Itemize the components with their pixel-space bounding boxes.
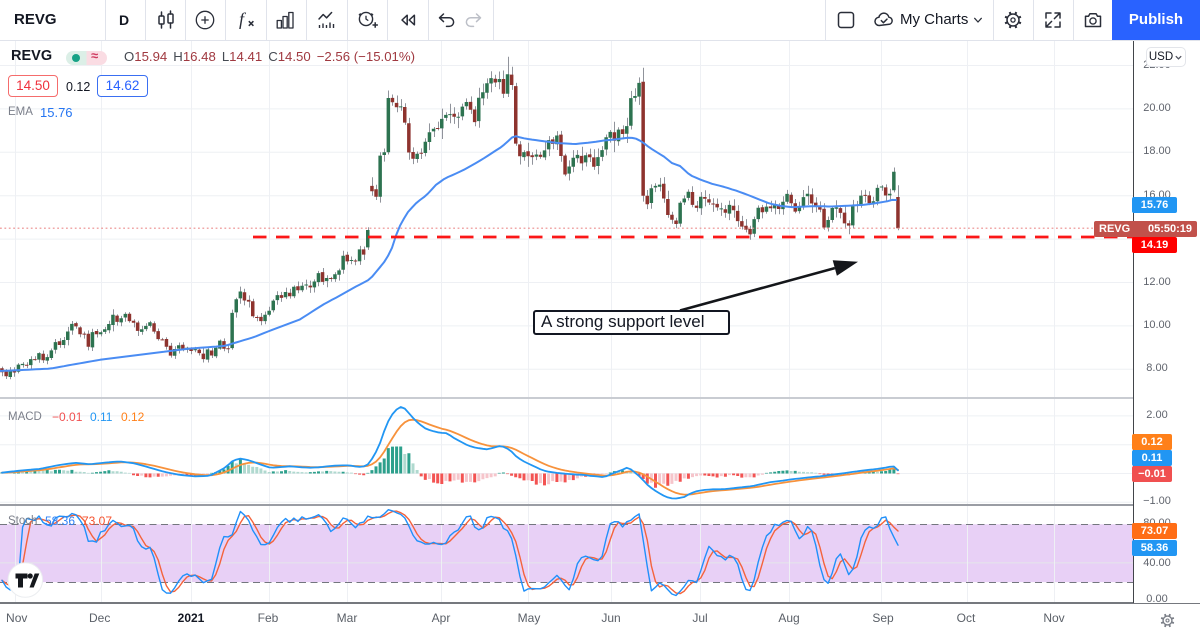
svg-text:f: f: [239, 9, 247, 29]
